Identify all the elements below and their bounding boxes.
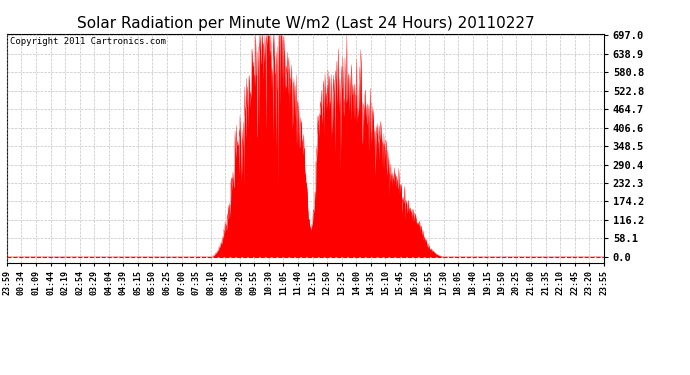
Title: Solar Radiation per Minute W/m2 (Last 24 Hours) 20110227: Solar Radiation per Minute W/m2 (Last 24… bbox=[77, 16, 534, 31]
Text: Copyright 2011 Cartronics.com: Copyright 2011 Cartronics.com bbox=[10, 37, 166, 46]
